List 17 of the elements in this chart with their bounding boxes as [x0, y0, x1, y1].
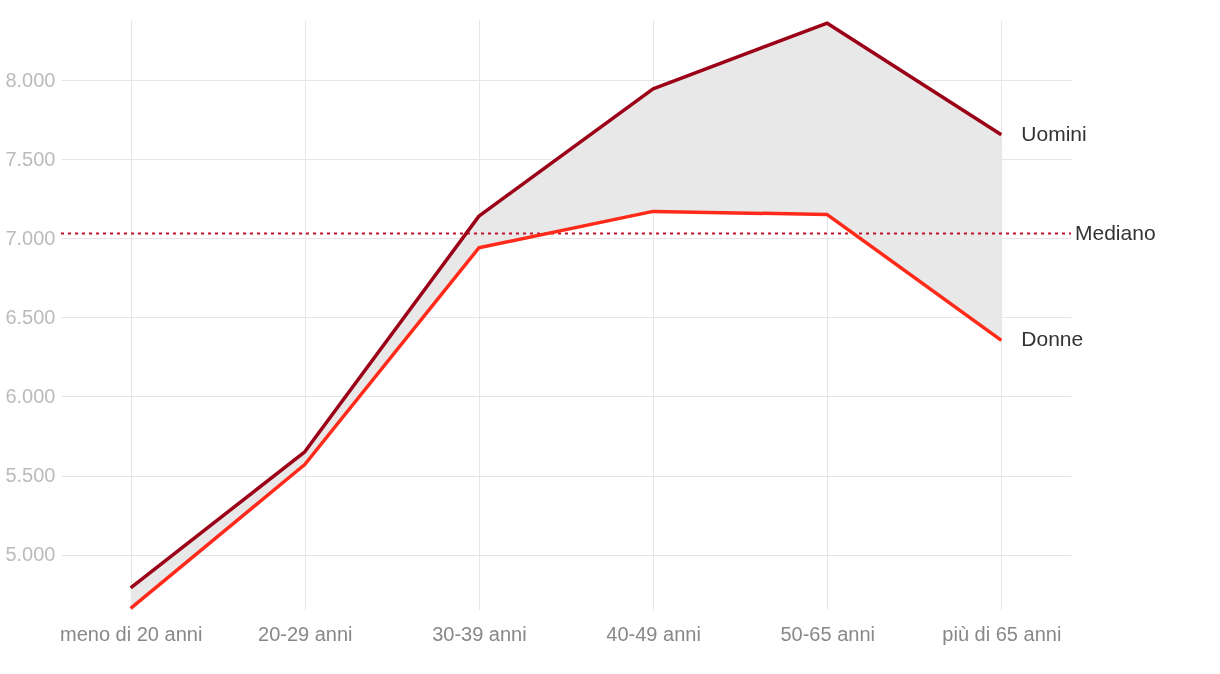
x-tick-label: più di 65 anni [942, 622, 1062, 645]
y-tick-label: 7.000 [5, 226, 56, 249]
y-tick-label: 7.500 [5, 147, 56, 170]
x-tick-label: meno di 20 anni [59, 622, 203, 645]
x-tick-label: 20-29 anni [258, 622, 353, 645]
series-label: Donne [1021, 327, 1084, 351]
x-tick-label: 30-39 anni [432, 622, 527, 645]
y-tick-label: 5.000 [5, 543, 56, 566]
y-tick-label: 5.500 [5, 464, 56, 487]
y-tick-label: 8.000 [5, 68, 56, 91]
line-series [128, 209, 1004, 611]
series-label: Uomini [1021, 121, 1087, 145]
y-tick-label: 6.500 [5, 305, 56, 328]
x-tick-label: 40-49 anni [606, 622, 701, 645]
ref-line-label: Mediano [1075, 220, 1156, 244]
y-tick-label: 6.000 [5, 384, 56, 407]
x-tick-label: 50-65 anni [780, 622, 875, 645]
